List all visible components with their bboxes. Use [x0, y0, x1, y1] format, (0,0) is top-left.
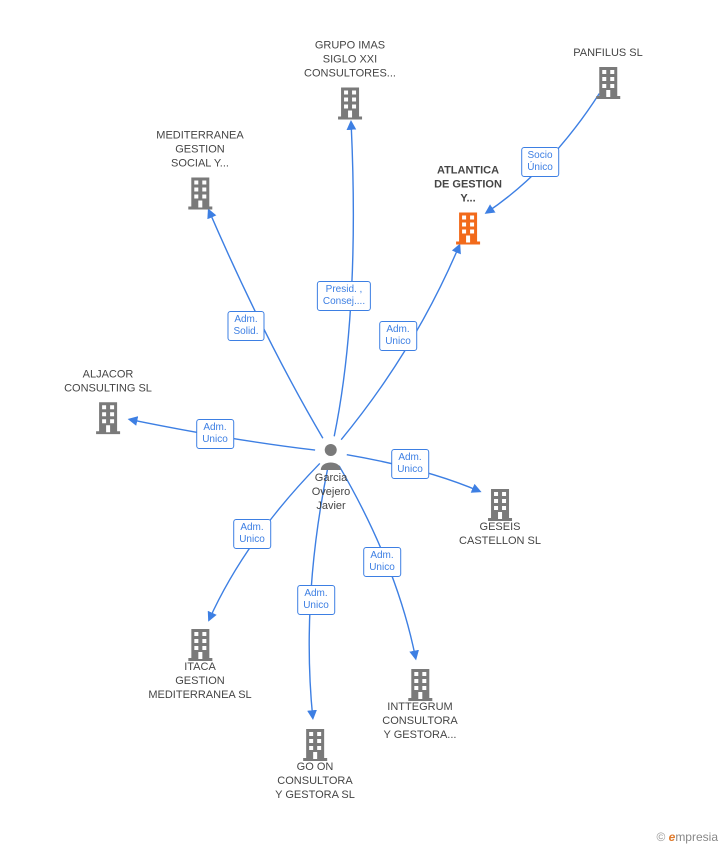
edges-layer — [0, 0, 728, 850]
edge — [334, 122, 353, 436]
copyright-rest: mpresia — [675, 830, 718, 844]
edge — [486, 93, 599, 212]
edge — [347, 455, 480, 492]
edge — [341, 245, 459, 439]
edge — [209, 463, 320, 619]
network-diagram: Adm. Solid.Presid. , Consej....Adm. Unic… — [0, 0, 728, 850]
edge — [309, 468, 328, 718]
edge — [209, 210, 323, 438]
copyright: © empresia — [656, 830, 718, 844]
copyright-symbol: © — [656, 830, 665, 844]
edge — [130, 419, 316, 450]
edge — [339, 466, 416, 659]
